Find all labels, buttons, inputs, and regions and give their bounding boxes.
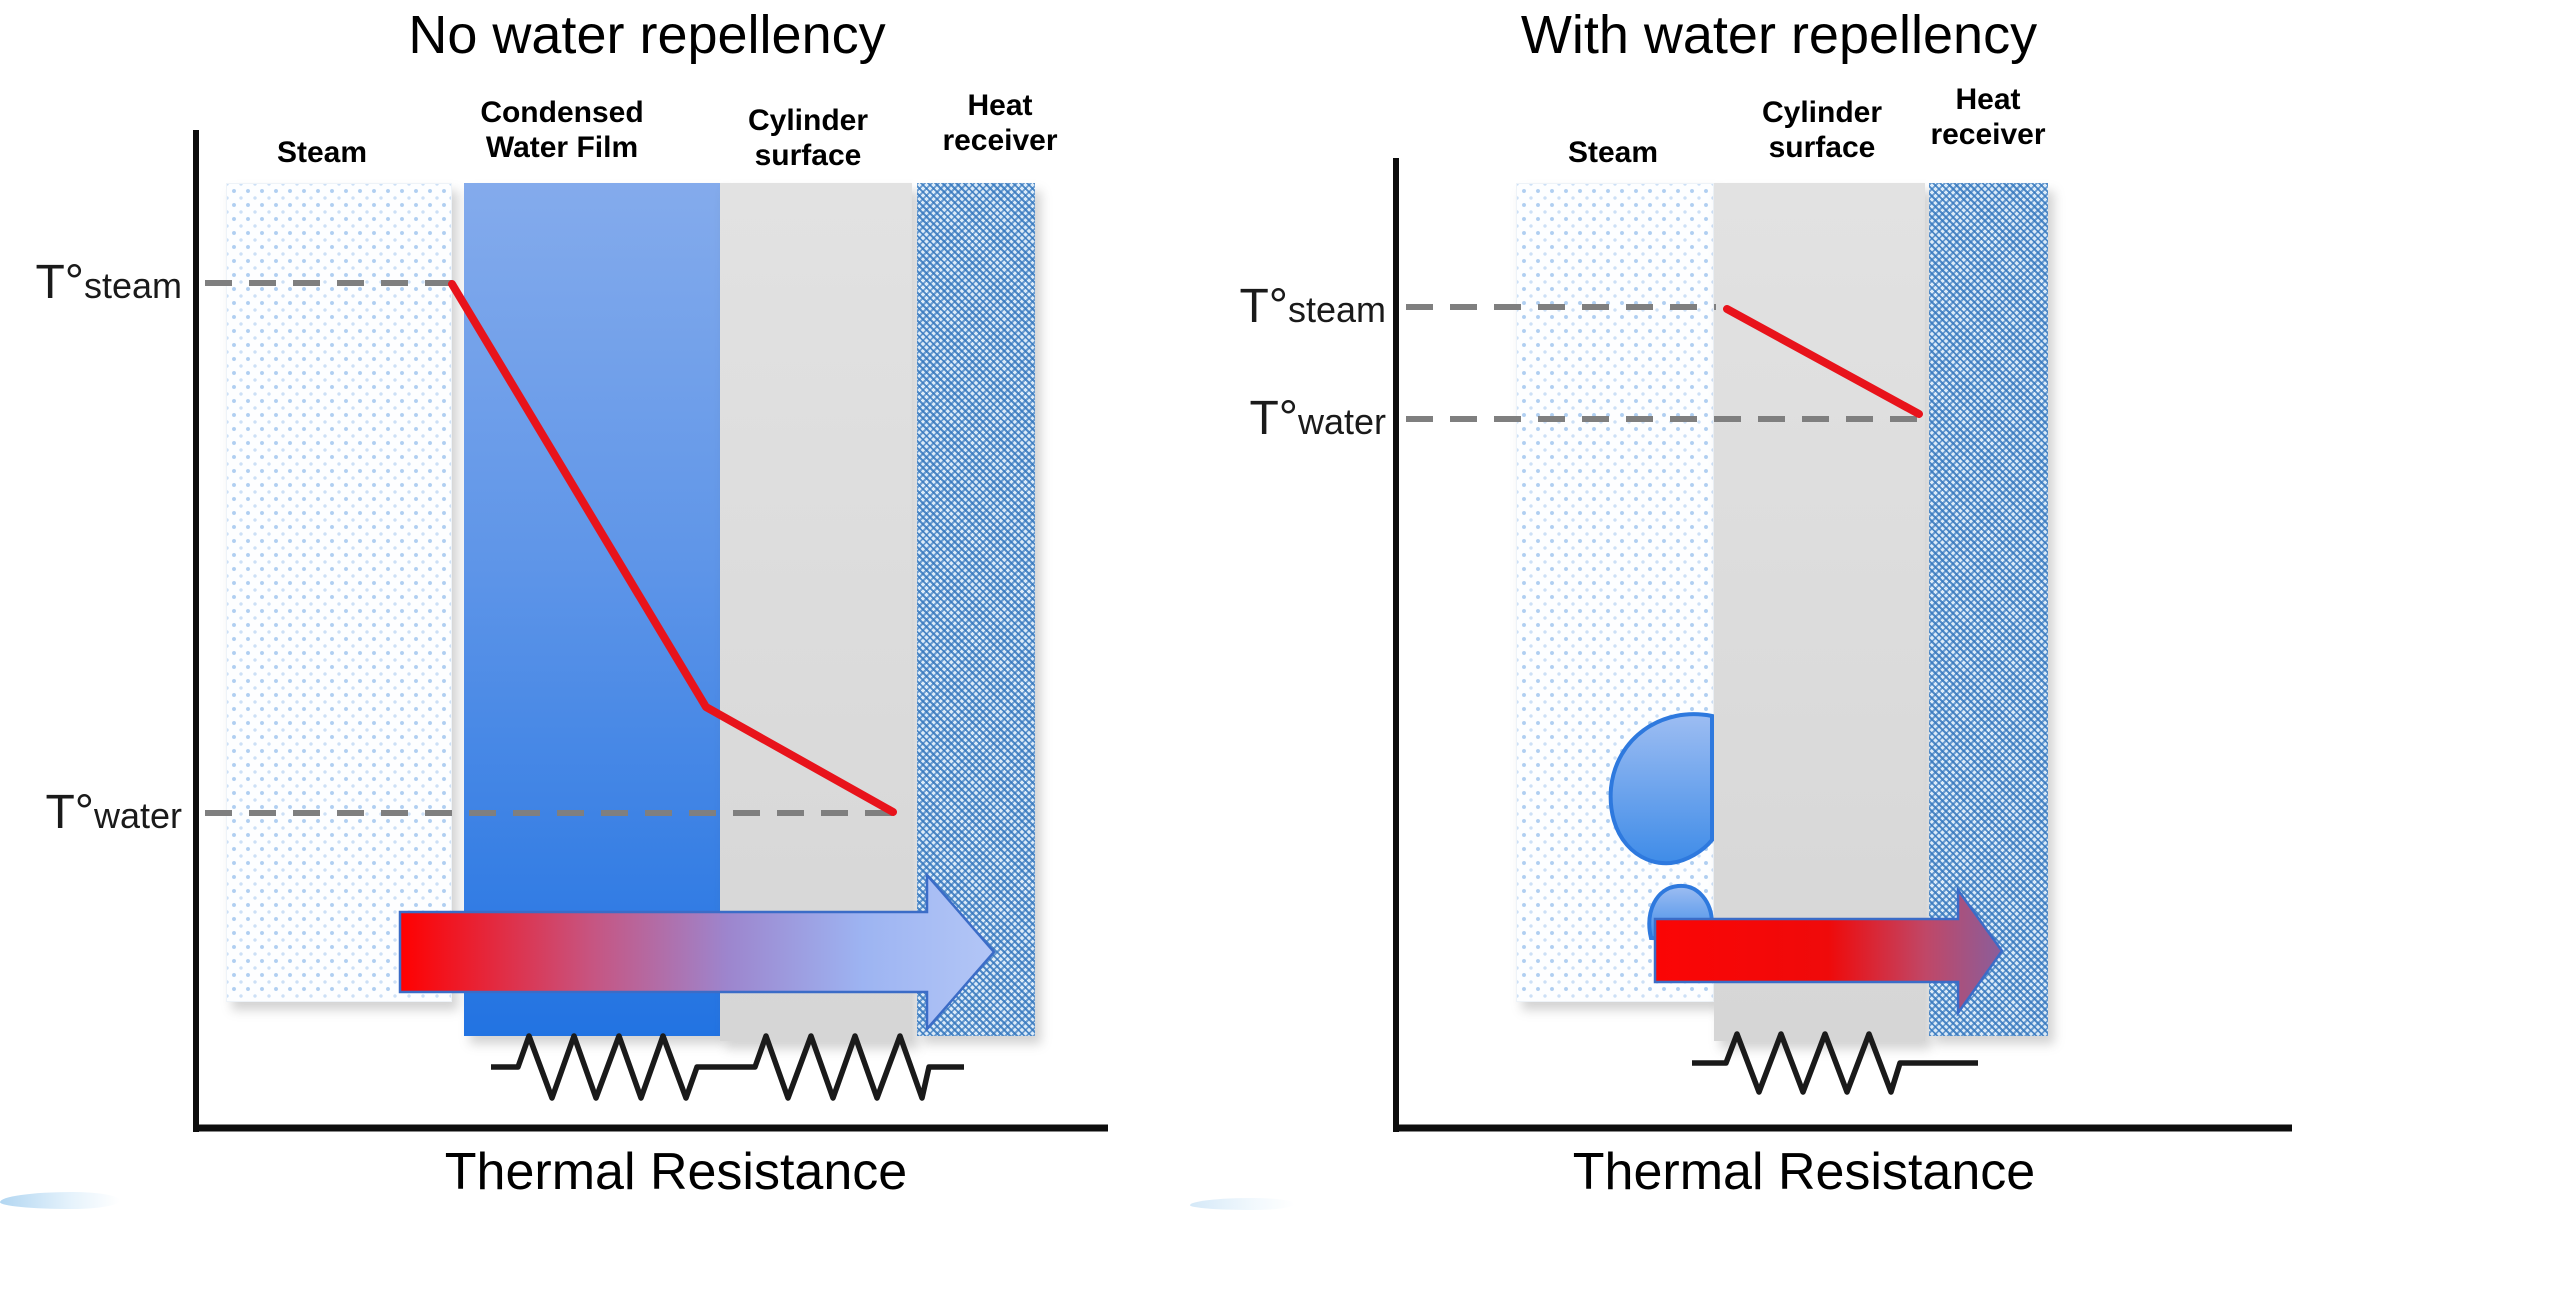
temp-subscript: water: [93, 795, 182, 836]
label-line: Heat: [1955, 83, 2021, 116]
left-col-label-steam: Steam: [222, 135, 422, 170]
label-line: Cylinder: [1761, 96, 1883, 129]
left-panel-title: No water repellency: [408, 5, 886, 65]
right-col-label-cylinder-surface: Cylinder surface: [1697, 95, 1947, 165]
left-col-label-cylinder-surface: Cylinder surface: [683, 103, 933, 173]
label-line: Heat: [967, 89, 1033, 122]
label-line: surface: [754, 139, 862, 172]
temp-symbol: T°: [45, 786, 94, 839]
right-thermal-resistance-label: Thermal Resistance: [1572, 1143, 2036, 1201]
left-col-label-condensed-water-film: Condensed Water Film: [412, 95, 712, 165]
temp-symbol: T°: [1249, 392, 1298, 445]
right-cylinder-surface-region: [1714, 183, 1925, 1041]
temp-symbol: T°: [1239, 280, 1288, 333]
label-line: Water Film: [485, 131, 639, 164]
temp-symbol: T°: [35, 256, 84, 309]
right-col-label-heat-receiver: Heat receiver: [1863, 82, 2113, 152]
temp-subscript: steam: [83, 265, 182, 306]
left-heat-flow-arrow: [398, 871, 996, 1033]
left-temp-steam-label: T°steam: [0, 253, 182, 316]
left-temperature-profile-line: [448, 280, 897, 816]
right-heat-flow-arrow: [1653, 886, 2004, 1017]
left-temp-water-label: T°water: [0, 783, 182, 846]
right-steam-region: [1516, 183, 1714, 1002]
right-temp-steam-label: T°steam: [1204, 277, 1386, 340]
label-line: surface: [1768, 131, 1876, 164]
decorative-blue-streak-right: [1190, 1198, 1295, 1210]
label-line: Cylinder: [747, 104, 869, 137]
label-line: Condensed: [480, 96, 644, 129]
right-col-label-steam: Steam: [1513, 135, 1713, 170]
right-panel-title: With water repellency: [1520, 5, 2038, 65]
right-temperature-profile-line: [1723, 305, 1923, 418]
decorative-blue-streak-left: [0, 1192, 120, 1209]
label-line: receiver: [1930, 118, 2046, 151]
right-heat-receiver-region: [1929, 183, 2048, 1036]
right-temp-water-label: T°water: [1204, 389, 1386, 452]
right-resistor-symbol: [1692, 1031, 1978, 1095]
label-line: Steam: [1567, 136, 1659, 169]
right-large-water-droplet: [1608, 712, 1714, 866]
left-thermal-resistance-label: Thermal Resistance: [444, 1143, 908, 1201]
left-cylinder-surface-region: [720, 183, 912, 1041]
left-col-label-heat-receiver: Heat receiver: [875, 88, 1125, 158]
label-line: receiver: [942, 124, 1058, 157]
left-steam-region: [226, 183, 452, 1002]
temp-subscript: steam: [1287, 289, 1386, 330]
left-resistor-symbols: [491, 1033, 964, 1101]
left-condensed-water-film-region: [464, 183, 720, 1036]
label-line: Steam: [276, 136, 368, 169]
temp-subscript: water: [1297, 401, 1386, 442]
